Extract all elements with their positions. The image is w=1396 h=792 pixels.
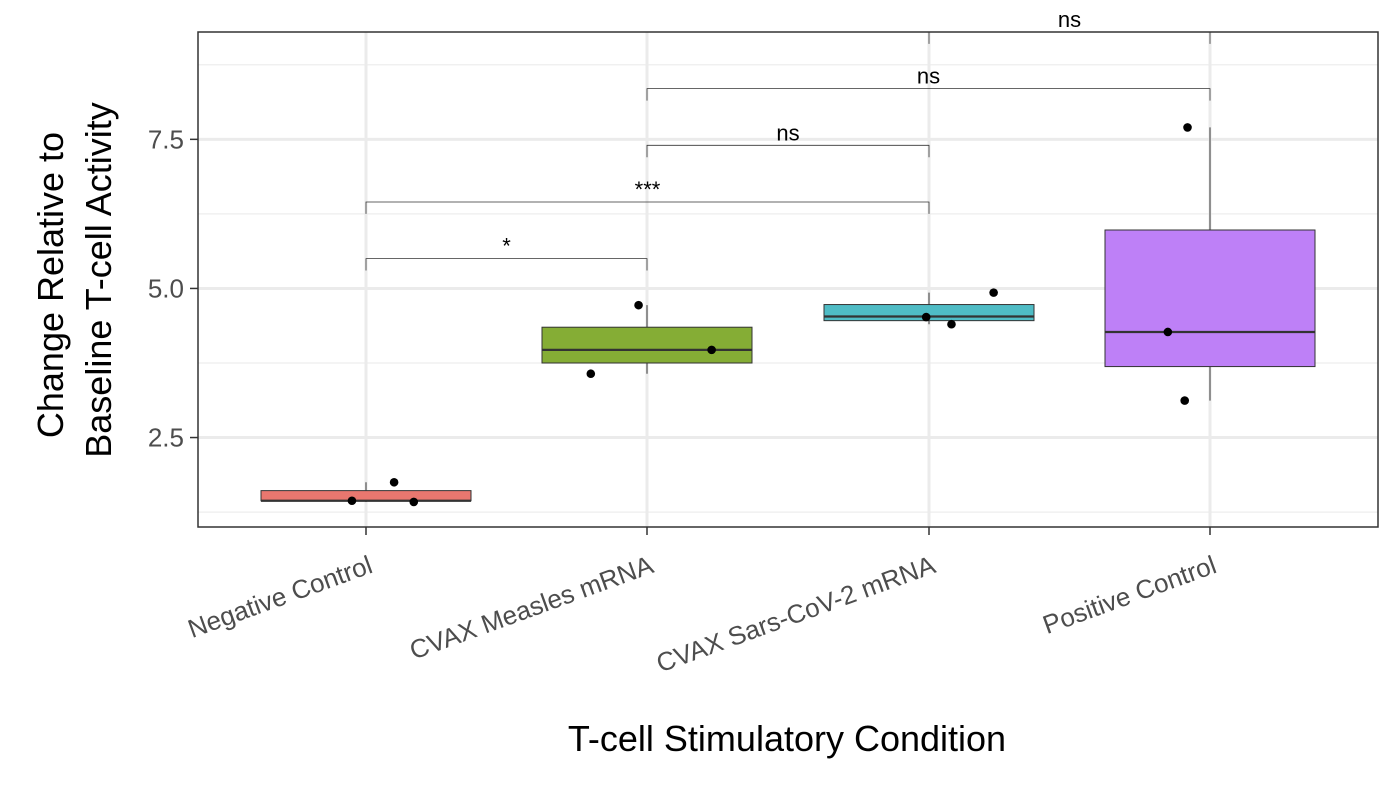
- significance-bracket: [646, 144, 930, 158]
- data-point: [921, 312, 931, 322]
- data-point: [409, 497, 419, 507]
- significance-label: ***: [635, 177, 661, 202]
- y-axis-title-line-2: Baseline T-cell Activity: [78, 102, 119, 457]
- boxes: [260, 127, 1316, 502]
- data-point: [1183, 123, 1192, 132]
- data-point: [947, 319, 956, 329]
- significance-label: ns: [917, 64, 940, 89]
- data-point: [1180, 396, 1190, 405]
- box-2: [541, 326, 753, 364]
- box-4: [1104, 229, 1316, 368]
- x-axis-title: T-cell Stimulatory Condition: [568, 718, 1006, 759]
- data-point: [586, 369, 596, 379]
- data-point: [707, 345, 716, 355]
- y-tick-label: 2.5: [148, 423, 184, 453]
- significance-label: *: [502, 234, 511, 259]
- data-point: [347, 496, 357, 506]
- grid-lines: [198, 32, 1378, 527]
- significance-bracket: [365, 201, 930, 214]
- panel-border: [197, 31, 1379, 528]
- data-point: [989, 288, 998, 297]
- box-1: [260, 490, 472, 502]
- significance-bracket: [365, 258, 648, 271]
- significance-bracket: [646, 88, 1211, 101]
- y-tick-label: 5.0: [148, 273, 184, 303]
- significance-label: ns: [1058, 7, 1081, 32]
- data-point: [389, 477, 399, 487]
- data-point: [634, 300, 643, 310]
- y-axis-title: Change Relative to Baseline T-cell Activ…: [30, 102, 119, 457]
- significance-label: ns: [776, 120, 799, 145]
- y-tick-label: 7.5: [148, 124, 184, 154]
- y-axis-title-line-1: Change Relative to: [30, 132, 71, 438]
- data-point: [1163, 327, 1173, 337]
- data-points: [347, 123, 1192, 507]
